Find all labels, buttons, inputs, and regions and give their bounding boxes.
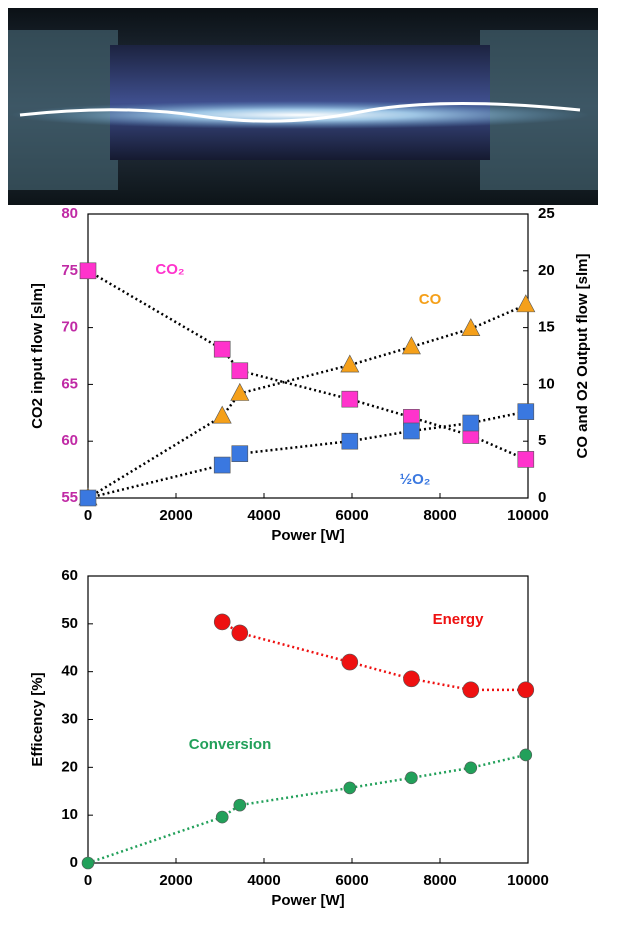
point (518, 451, 534, 467)
y-tick-label: 10 (61, 806, 78, 823)
legend-label: CO (419, 291, 442, 308)
y2-tick-label: 25 (538, 205, 555, 222)
y-axis-title: CO2 input flow [slm] (29, 283, 46, 429)
series-line (88, 271, 526, 460)
y-tick-label: 65 (61, 375, 78, 392)
y2-axis-title: CO and O2 Output flow [slm] (574, 254, 591, 459)
x-tick-label: 4000 (247, 872, 280, 889)
point (465, 762, 477, 774)
point (462, 319, 480, 336)
point (342, 391, 358, 407)
point (232, 363, 248, 379)
y-tick-label: 30 (61, 710, 78, 727)
photo (8, 8, 598, 205)
point (232, 625, 248, 641)
y2-tick-label: 15 (538, 319, 555, 336)
page: 0200040006000800010000556065707580051015… (0, 0, 630, 932)
legend-label: CO₂ (155, 261, 184, 278)
x-tick-label: 4000 (247, 507, 280, 524)
legend-label: ½O₂ (400, 471, 431, 488)
point (463, 682, 479, 698)
point (344, 782, 356, 794)
y2-tick-label: 20 (538, 262, 555, 279)
point (216, 811, 228, 823)
point (518, 682, 534, 698)
y-tick-label: 70 (61, 319, 78, 336)
x-tick-label: 10000 (507, 872, 549, 889)
x-tick-label: 2000 (159, 872, 192, 889)
y-tick-label: 55 (61, 489, 78, 506)
legend-label: Energy (433, 611, 485, 628)
x-tick-label: 0 (84, 507, 92, 524)
plot-frame (88, 214, 528, 498)
x-tick-label: 6000 (335, 507, 368, 524)
x-tick-label: 10000 (507, 507, 549, 524)
x-tick-label: 8000 (423, 872, 456, 889)
point (342, 433, 358, 449)
point (231, 383, 249, 400)
series-line (222, 622, 526, 690)
y-tick-label: 0 (70, 854, 78, 871)
series-line (88, 755, 526, 863)
point (405, 772, 417, 784)
point (82, 857, 94, 869)
point (80, 490, 96, 506)
y-tick-label: 20 (61, 758, 78, 775)
point (342, 654, 358, 670)
y-tick-label: 75 (61, 262, 78, 279)
y-tick-label: 60 (61, 432, 78, 449)
y2-tick-label: 0 (538, 489, 546, 506)
point (463, 415, 479, 431)
x-tick-label: 0 (84, 872, 92, 889)
x-tick-label: 8000 (423, 507, 456, 524)
series-line (88, 305, 526, 498)
x-axis-title: Power [W] (271, 892, 344, 909)
y2-tick-label: 5 (538, 432, 546, 449)
point (214, 457, 230, 473)
x-axis-title: Power [W] (271, 527, 344, 544)
y-tick-label: 40 (61, 663, 78, 680)
series-line (88, 412, 526, 498)
y2-tick-label: 10 (538, 375, 555, 392)
y-axis-title: Efficency [%] (29, 672, 46, 766)
y-tick-label: 80 (61, 205, 78, 222)
point (214, 614, 230, 630)
point (234, 799, 246, 811)
y-tick-label: 50 (61, 615, 78, 632)
x-tick-label: 2000 (159, 507, 192, 524)
x-tick-label: 6000 (335, 872, 368, 889)
point (517, 295, 535, 312)
y-tick-label: 60 (61, 567, 78, 584)
legend-label: Conversion (189, 736, 272, 753)
figure: 0200040006000800010000556065707580051015… (0, 0, 630, 927)
point (214, 341, 230, 357)
point (403, 671, 419, 687)
point (403, 423, 419, 439)
point (520, 749, 532, 761)
point (232, 446, 248, 462)
point (80, 263, 96, 279)
point (518, 404, 534, 420)
